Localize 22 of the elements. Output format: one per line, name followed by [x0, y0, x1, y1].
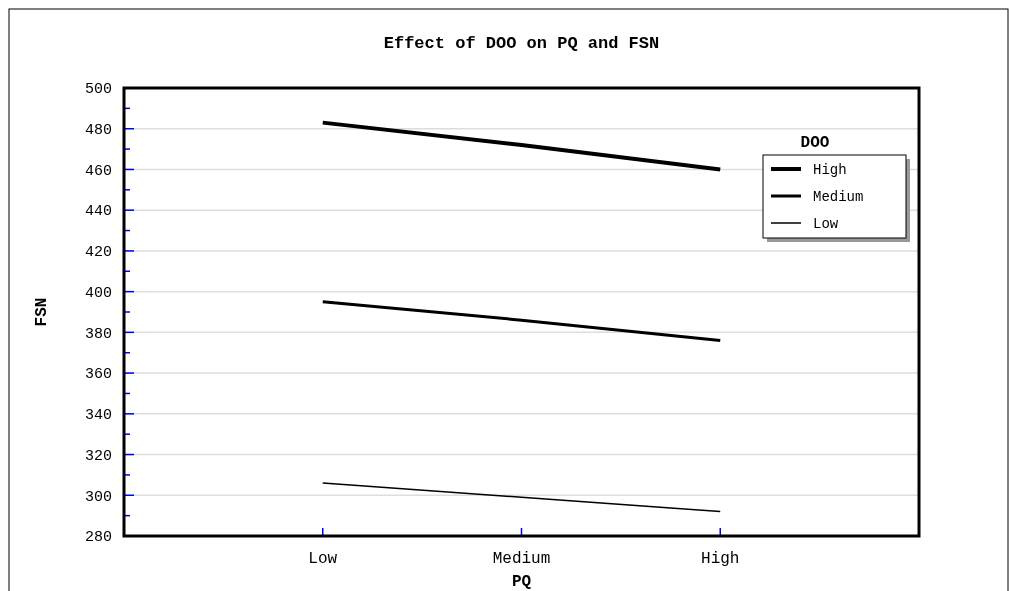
y-tick-label: 340 [84, 407, 112, 425]
legend-label: Medium [813, 188, 864, 205]
y-tick-label: 300 [84, 488, 112, 506]
y-tick-label: 320 [84, 447, 112, 465]
y-tick-label: 460 [84, 162, 112, 180]
y-axis-title: FSN [33, 297, 51, 327]
x-tick-label: Low [308, 550, 338, 568]
legend-label: High [813, 161, 847, 178]
x-axis-title: PQ [511, 573, 532, 591]
y-tick-label: 360 [84, 366, 112, 384]
legend-title: DOO [800, 134, 830, 152]
y-tick-label: 500 [84, 81, 112, 99]
y-tick-label: 400 [84, 284, 112, 302]
y-tick-label: 420 [84, 244, 112, 262]
legend-label: Low [813, 215, 839, 232]
y-tick-label: 380 [84, 325, 112, 343]
y-tick-label: 480 [84, 121, 112, 139]
x-tick-label: High [701, 550, 740, 568]
chart-title: Effect of DOO on PQ and FSN [383, 34, 660, 53]
y-tick-label: 440 [84, 203, 112, 221]
y-tick-label: 280 [84, 529, 112, 547]
x-tick-label: Medium [492, 550, 551, 568]
